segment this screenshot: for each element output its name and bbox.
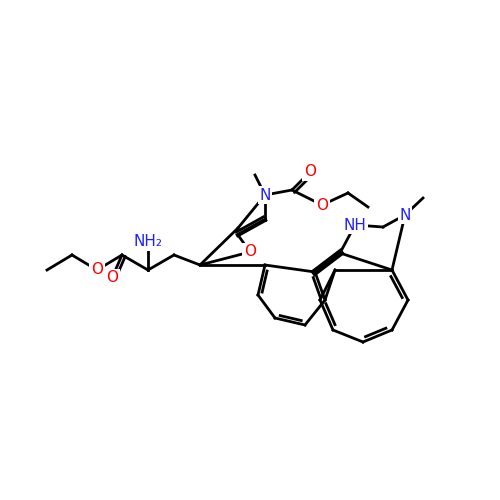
Text: NH: NH: [344, 218, 366, 232]
Text: O: O: [244, 244, 256, 260]
Text: O: O: [316, 198, 328, 212]
Text: N: N: [260, 188, 270, 202]
Text: O: O: [106, 270, 118, 285]
Text: N: N: [400, 208, 410, 222]
Text: O: O: [91, 262, 103, 278]
Text: NH₂: NH₂: [134, 234, 162, 250]
Text: O: O: [304, 164, 316, 180]
